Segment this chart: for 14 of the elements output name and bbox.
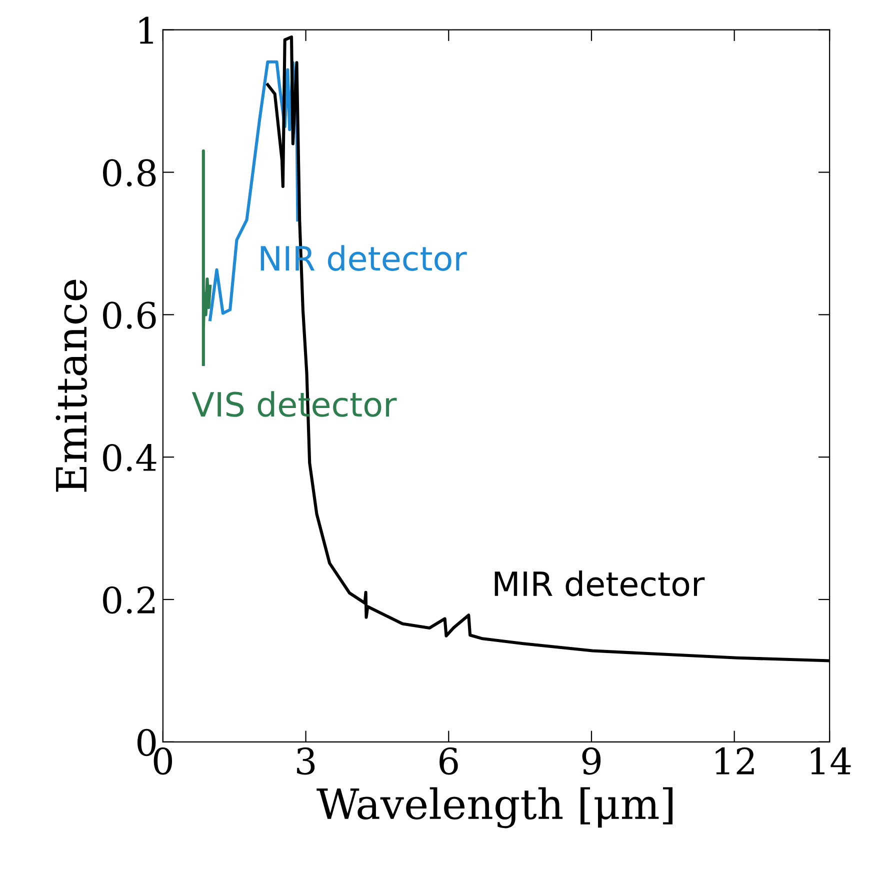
y-tick-label: 0 [137, 728, 156, 756]
x-tick-label: 9 [582, 747, 601, 775]
y-tick-label: 0.8 [103, 159, 156, 186]
y-tick-label: 0.4 [103, 444, 156, 472]
y-tick-label: 0.2 [103, 586, 155, 614]
y-tick-label: 1 [140, 16, 153, 44]
y-axis-title: Emittance [56, 280, 88, 492]
x-tick-label: 14 [811, 747, 851, 774]
x-tick-label: 6 [440, 747, 458, 775]
x-tick-label: 3 [297, 747, 315, 775]
x-axis-title: Wavelength [μm] [316, 787, 672, 828]
series-label: MIR detector [494, 570, 705, 596]
y-tick-label: 0.6 [103, 302, 156, 329]
x-tick-label: 12 [716, 747, 754, 774]
